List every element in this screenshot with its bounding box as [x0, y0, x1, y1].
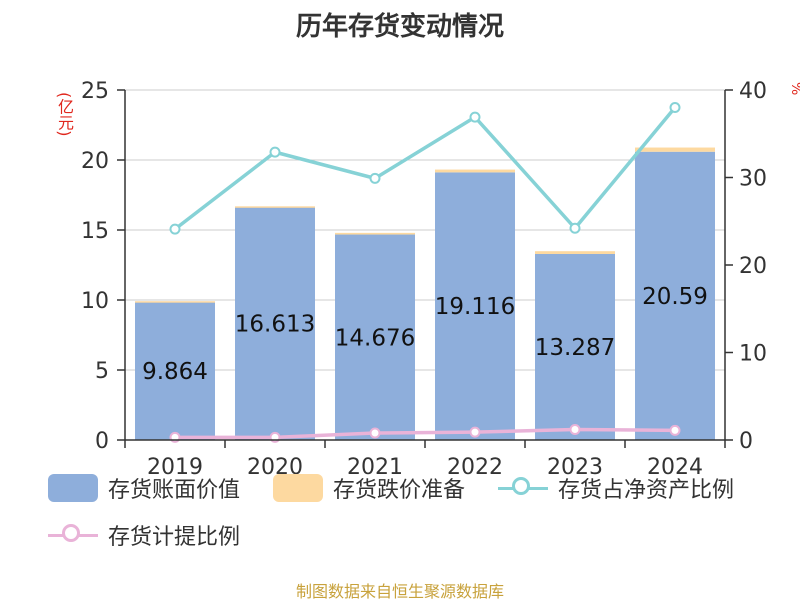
point-provision-ratio — [369, 427, 381, 439]
bar-reserve — [135, 301, 215, 303]
x-tick-label: 2021 — [347, 455, 403, 480]
bar-book-value — [135, 301, 215, 440]
y-right-tick-label: 0 — [739, 429, 753, 454]
point-asset-ratio — [569, 222, 581, 234]
x-tick-label: 2023 — [547, 455, 603, 480]
legend-swatch-book-value — [48, 474, 98, 502]
y-left-tick-label: 10 — [81, 289, 109, 314]
legend-item-provision-ratio[interactable]: 存货计提比例 — [48, 517, 240, 553]
legend-label-provision-ratio: 存货计提比例 — [108, 525, 241, 550]
legend-line-icon-provision-ratio — [48, 521, 98, 549]
point-provision-ratio — [469, 426, 481, 438]
point-asset-ratio — [269, 146, 281, 158]
line-asset-ratio — [173, 106, 677, 231]
x-tick-label: 2022 — [447, 455, 503, 480]
bar-data-label: 9.864 — [142, 359, 208, 385]
bar-data-label: 14.676 — [335, 325, 415, 351]
x-tick-label: 2024 — [647, 455, 703, 480]
point-asset-ratio — [169, 223, 181, 235]
line-provision-ratio — [175, 427, 676, 440]
point-provision-ratio — [669, 424, 681, 436]
bar-book-value — [435, 172, 515, 440]
y-left-tick-label: 20 — [81, 149, 109, 174]
bar-reserve — [435, 169, 515, 173]
bar-book-value — [635, 151, 715, 441]
x-tick-label: 2019 — [147, 455, 203, 480]
bar-data-label: 19.116 — [435, 294, 515, 320]
point-asset-ratio — [669, 102, 681, 113]
legend-label-reserve: 存货跌价准备 — [333, 478, 466, 503]
bar-reserve — [335, 232, 415, 235]
bar-reserve — [235, 206, 315, 208]
legend-item-asset-ratio[interactable]: 存货占净资产比例 — [498, 470, 734, 506]
bar-data-label: 13.287 — [535, 335, 615, 361]
right-axis-unit: % — [790, 82, 800, 96]
bar-book-value — [535, 253, 615, 440]
y-left-tick-label: 5 — [95, 359, 109, 384]
bar-data-label: 20.59 — [642, 284, 708, 310]
y-right-tick-label: 20 — [739, 254, 767, 279]
legend-label-book-value: 存货账面价值 — [108, 478, 241, 503]
bar-data-label: 16.613 — [235, 312, 315, 338]
y-right-tick-label: 40 — [739, 79, 767, 104]
left-axis-unit: (亿元) — [55, 92, 74, 137]
bar-book-value — [235, 207, 315, 440]
y-right-tick-label: 30 — [739, 167, 767, 192]
point-provision-ratio — [569, 424, 581, 435]
bar-reserve — [535, 251, 615, 254]
y-left-tick-label: 25 — [81, 79, 109, 104]
y-left-tick-label: 15 — [81, 219, 109, 244]
data-source-note: 制图数据来自恒生聚源数据库 — [295, 582, 504, 601]
bar-reserve — [635, 147, 715, 152]
legend-item-book-value[interactable]: 存货账面价值 — [48, 470, 240, 506]
legend-label-asset-ratio: 存货占净资产比例 — [558, 478, 735, 503]
legend-line-icon-asset-ratio — [498, 474, 548, 502]
bar-book-value — [335, 234, 415, 440]
legend-swatch-reserve — [273, 474, 323, 502]
legend-item-reserve[interactable]: 存货跌价准备 — [273, 470, 465, 506]
point-asset-ratio — [469, 111, 481, 123]
point-asset-ratio — [369, 172, 381, 184]
chart-title: 历年存货变动情况 — [295, 12, 504, 42]
y-left-tick-label: 0 — [95, 429, 109, 454]
y-right-tick-label: 10 — [739, 342, 767, 367]
